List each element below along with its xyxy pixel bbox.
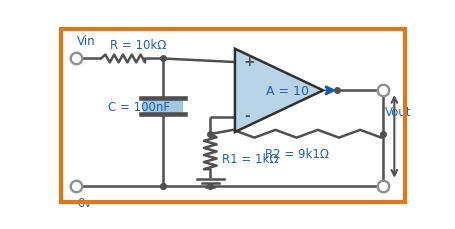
Text: -: - [244, 109, 249, 123]
Polygon shape [235, 49, 323, 132]
Text: R = 10kΩ: R = 10kΩ [110, 39, 166, 52]
Text: R1 = 1kΩ: R1 = 1kΩ [222, 152, 278, 165]
Text: 0v: 0v [77, 196, 91, 209]
Bar [142, 99, 183, 115]
Text: Vout: Vout [385, 106, 411, 119]
Text: C = 100nF: C = 100nF [108, 100, 170, 113]
Text: Vin: Vin [77, 35, 96, 48]
Text: R2 = 9k1Ω: R2 = 9k1Ω [265, 147, 329, 160]
Text: A = 10: A = 10 [266, 85, 309, 97]
Text: +: + [244, 55, 255, 69]
